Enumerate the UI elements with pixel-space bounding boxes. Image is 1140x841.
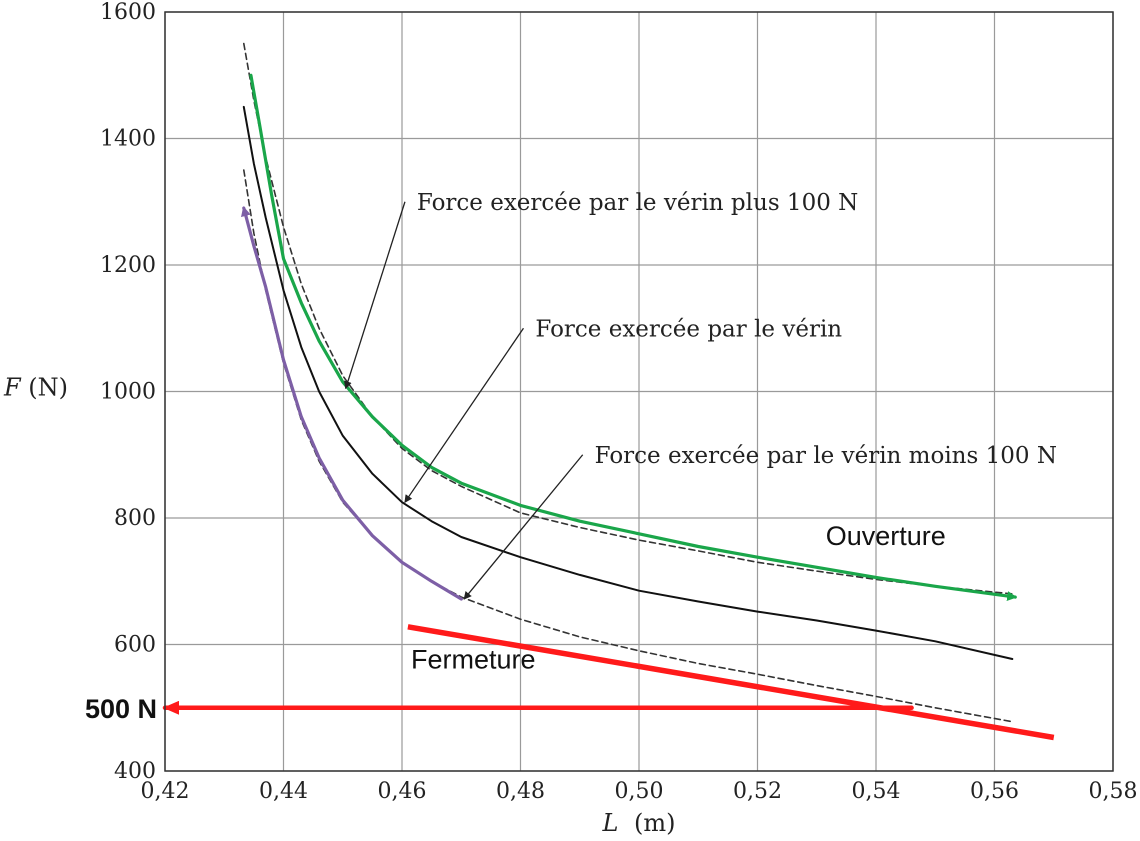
series-line-nominal xyxy=(242,105,1014,660)
x-tick-label: 0,48 xyxy=(496,779,545,804)
label-plus-100: Force exercée par le vérin plus 100 N xyxy=(417,190,858,216)
label-ouverture: Ouverture xyxy=(826,521,946,551)
y-axis-label: F (N) xyxy=(3,374,68,402)
y-tick-label: 400 xyxy=(114,759,156,784)
series-line-fermeture xyxy=(241,206,463,601)
label-500n: 500 N xyxy=(85,694,157,724)
y-axis-variable: F xyxy=(3,374,22,402)
x-tick-label: 0,44 xyxy=(259,779,308,804)
x-axis-label: L (m) xyxy=(601,809,675,837)
y-tick-label: 600 xyxy=(114,633,156,658)
label-pointer-line xyxy=(463,454,584,600)
series-line-ouverture xyxy=(249,73,1018,601)
x-tick-label: 0,42 xyxy=(141,779,190,804)
label-nominal: Force exercée par le vérin xyxy=(535,316,842,342)
x-tick-label: 0,46 xyxy=(378,779,427,804)
y-tick-label: 1000 xyxy=(100,380,156,405)
series-layer xyxy=(162,42,1055,741)
y-tick-label: 800 xyxy=(114,506,156,531)
label-fermeture: Fermeture xyxy=(411,644,536,674)
grid xyxy=(164,11,1114,772)
x-axis-variable: L xyxy=(601,809,618,837)
series-line-dashed xyxy=(243,42,1014,595)
label-pointer-line xyxy=(404,327,524,504)
plot-frame xyxy=(164,11,1114,772)
y-tick-label: 1400 xyxy=(100,127,156,152)
y-tick-label: 1200 xyxy=(100,253,156,278)
x-tick-label: 0,58 xyxy=(1089,779,1138,804)
label-pointers xyxy=(344,201,584,600)
y-tick-label: 1600 xyxy=(100,0,156,25)
y-axis-unit: (N) xyxy=(28,374,68,402)
x-tick-label: 0,54 xyxy=(852,779,901,804)
series-line-red xyxy=(407,624,1055,741)
x-tick-label: 0,56 xyxy=(970,779,1019,804)
label-minus-100: Force exercée par le vérin moins 100 N xyxy=(595,443,1057,469)
curve-labels: Force exercée par le vérin plus 100 N For… xyxy=(85,190,1057,724)
x-tick-label: 0,52 xyxy=(733,779,782,804)
tick-labels: 0,42 0,44 0,46 0,48 0,50 0,52 0,54 0,56 0,58 400 6… xyxy=(100,0,1137,804)
label-pointer-line xyxy=(344,201,406,390)
x-tick-label: 0,50 xyxy=(615,779,664,804)
x-axis-unit: (m) xyxy=(634,809,675,837)
